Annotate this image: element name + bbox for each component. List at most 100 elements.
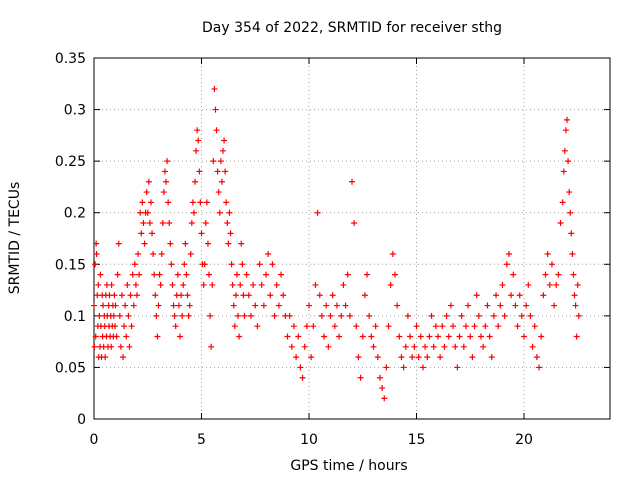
data-point (376, 374, 383, 381)
data-point (135, 250, 142, 257)
data-point (177, 333, 183, 340)
data-point (254, 323, 261, 330)
data-point (115, 240, 122, 247)
data-point (206, 271, 213, 278)
data-point (557, 220, 564, 227)
data-point (286, 312, 293, 319)
data-point (512, 302, 519, 309)
data-point (523, 302, 530, 309)
data-point (183, 271, 190, 278)
data-point (153, 312, 160, 319)
data-point (570, 271, 577, 278)
x-tick-label: 10 (300, 432, 318, 448)
data-point (381, 395, 388, 402)
data-point (197, 199, 204, 206)
data-point (116, 312, 123, 319)
data-point (112, 323, 119, 330)
data-point (417, 333, 424, 340)
data-point (456, 333, 463, 340)
data-point (125, 312, 132, 319)
data-point (181, 261, 188, 268)
data-point (186, 302, 193, 309)
data-point (91, 302, 97, 309)
data-point (531, 323, 538, 330)
data-point (508, 292, 515, 299)
data-point (553, 281, 560, 288)
data-point (214, 168, 221, 175)
data-point (256, 261, 263, 268)
data-point (299, 374, 306, 381)
data-point (342, 302, 349, 309)
data-point (314, 209, 321, 216)
data-point (529, 343, 536, 350)
data-point (398, 354, 405, 361)
data-point (437, 354, 444, 361)
data-point (510, 271, 517, 278)
data-point (160, 189, 167, 196)
data-point (143, 189, 150, 196)
data-point (471, 323, 478, 330)
data-point (392, 271, 398, 278)
data-point (569, 250, 576, 257)
data-point (164, 158, 171, 165)
data-point (533, 354, 540, 361)
data-point (490, 312, 497, 319)
data-point (318, 312, 325, 319)
plot-frame (93, 57, 611, 420)
data-point (303, 323, 310, 330)
data-point (185, 312, 192, 319)
data-point (118, 292, 125, 299)
data-point (301, 343, 308, 350)
data-point (189, 199, 196, 206)
data-point (227, 230, 234, 237)
data-point (168, 261, 175, 268)
data-point (538, 333, 545, 340)
data-point (278, 271, 285, 278)
data-point (108, 343, 115, 350)
data-point (346, 312, 353, 319)
data-point (411, 343, 418, 350)
data-point (271, 312, 278, 319)
y-axis-label: SRMTID / TECUs (7, 182, 23, 295)
data-point (567, 209, 574, 216)
data-point (428, 312, 435, 319)
data-point (127, 292, 134, 299)
x-tick-label: 5 (197, 432, 206, 448)
data-point (284, 333, 291, 340)
data-point (232, 292, 239, 299)
data-point (171, 312, 178, 319)
x-tick-label: 0 (90, 432, 99, 448)
data-point (172, 323, 179, 330)
data-point (230, 302, 237, 309)
data-point (140, 220, 147, 227)
chart-title: Day 354 of 2022, SRMTID for receiver sth… (202, 20, 502, 36)
data-point (129, 271, 136, 278)
data-point (527, 312, 534, 319)
data-point (91, 343, 98, 350)
data-point (419, 364, 426, 371)
data-point (218, 178, 225, 185)
data-point (359, 333, 366, 340)
data-point (338, 312, 345, 319)
data-point (195, 137, 202, 144)
data-point (239, 261, 246, 268)
data-point (308, 354, 315, 361)
data-point (536, 364, 543, 371)
data-point (128, 323, 135, 330)
axis-ticks (93, 57, 610, 420)
data-point (321, 333, 328, 340)
data-point (467, 333, 474, 340)
data-point (407, 333, 414, 340)
data-point (361, 292, 368, 299)
data-point (480, 343, 487, 350)
data-point (516, 292, 523, 299)
data-point (566, 189, 573, 196)
data-point (441, 343, 448, 350)
data-point (159, 220, 166, 227)
data-point (409, 354, 416, 361)
data-point (187, 250, 194, 257)
data-points (91, 85, 582, 402)
data-point (209, 281, 216, 288)
data-point (260, 302, 267, 309)
data-point (132, 281, 139, 288)
